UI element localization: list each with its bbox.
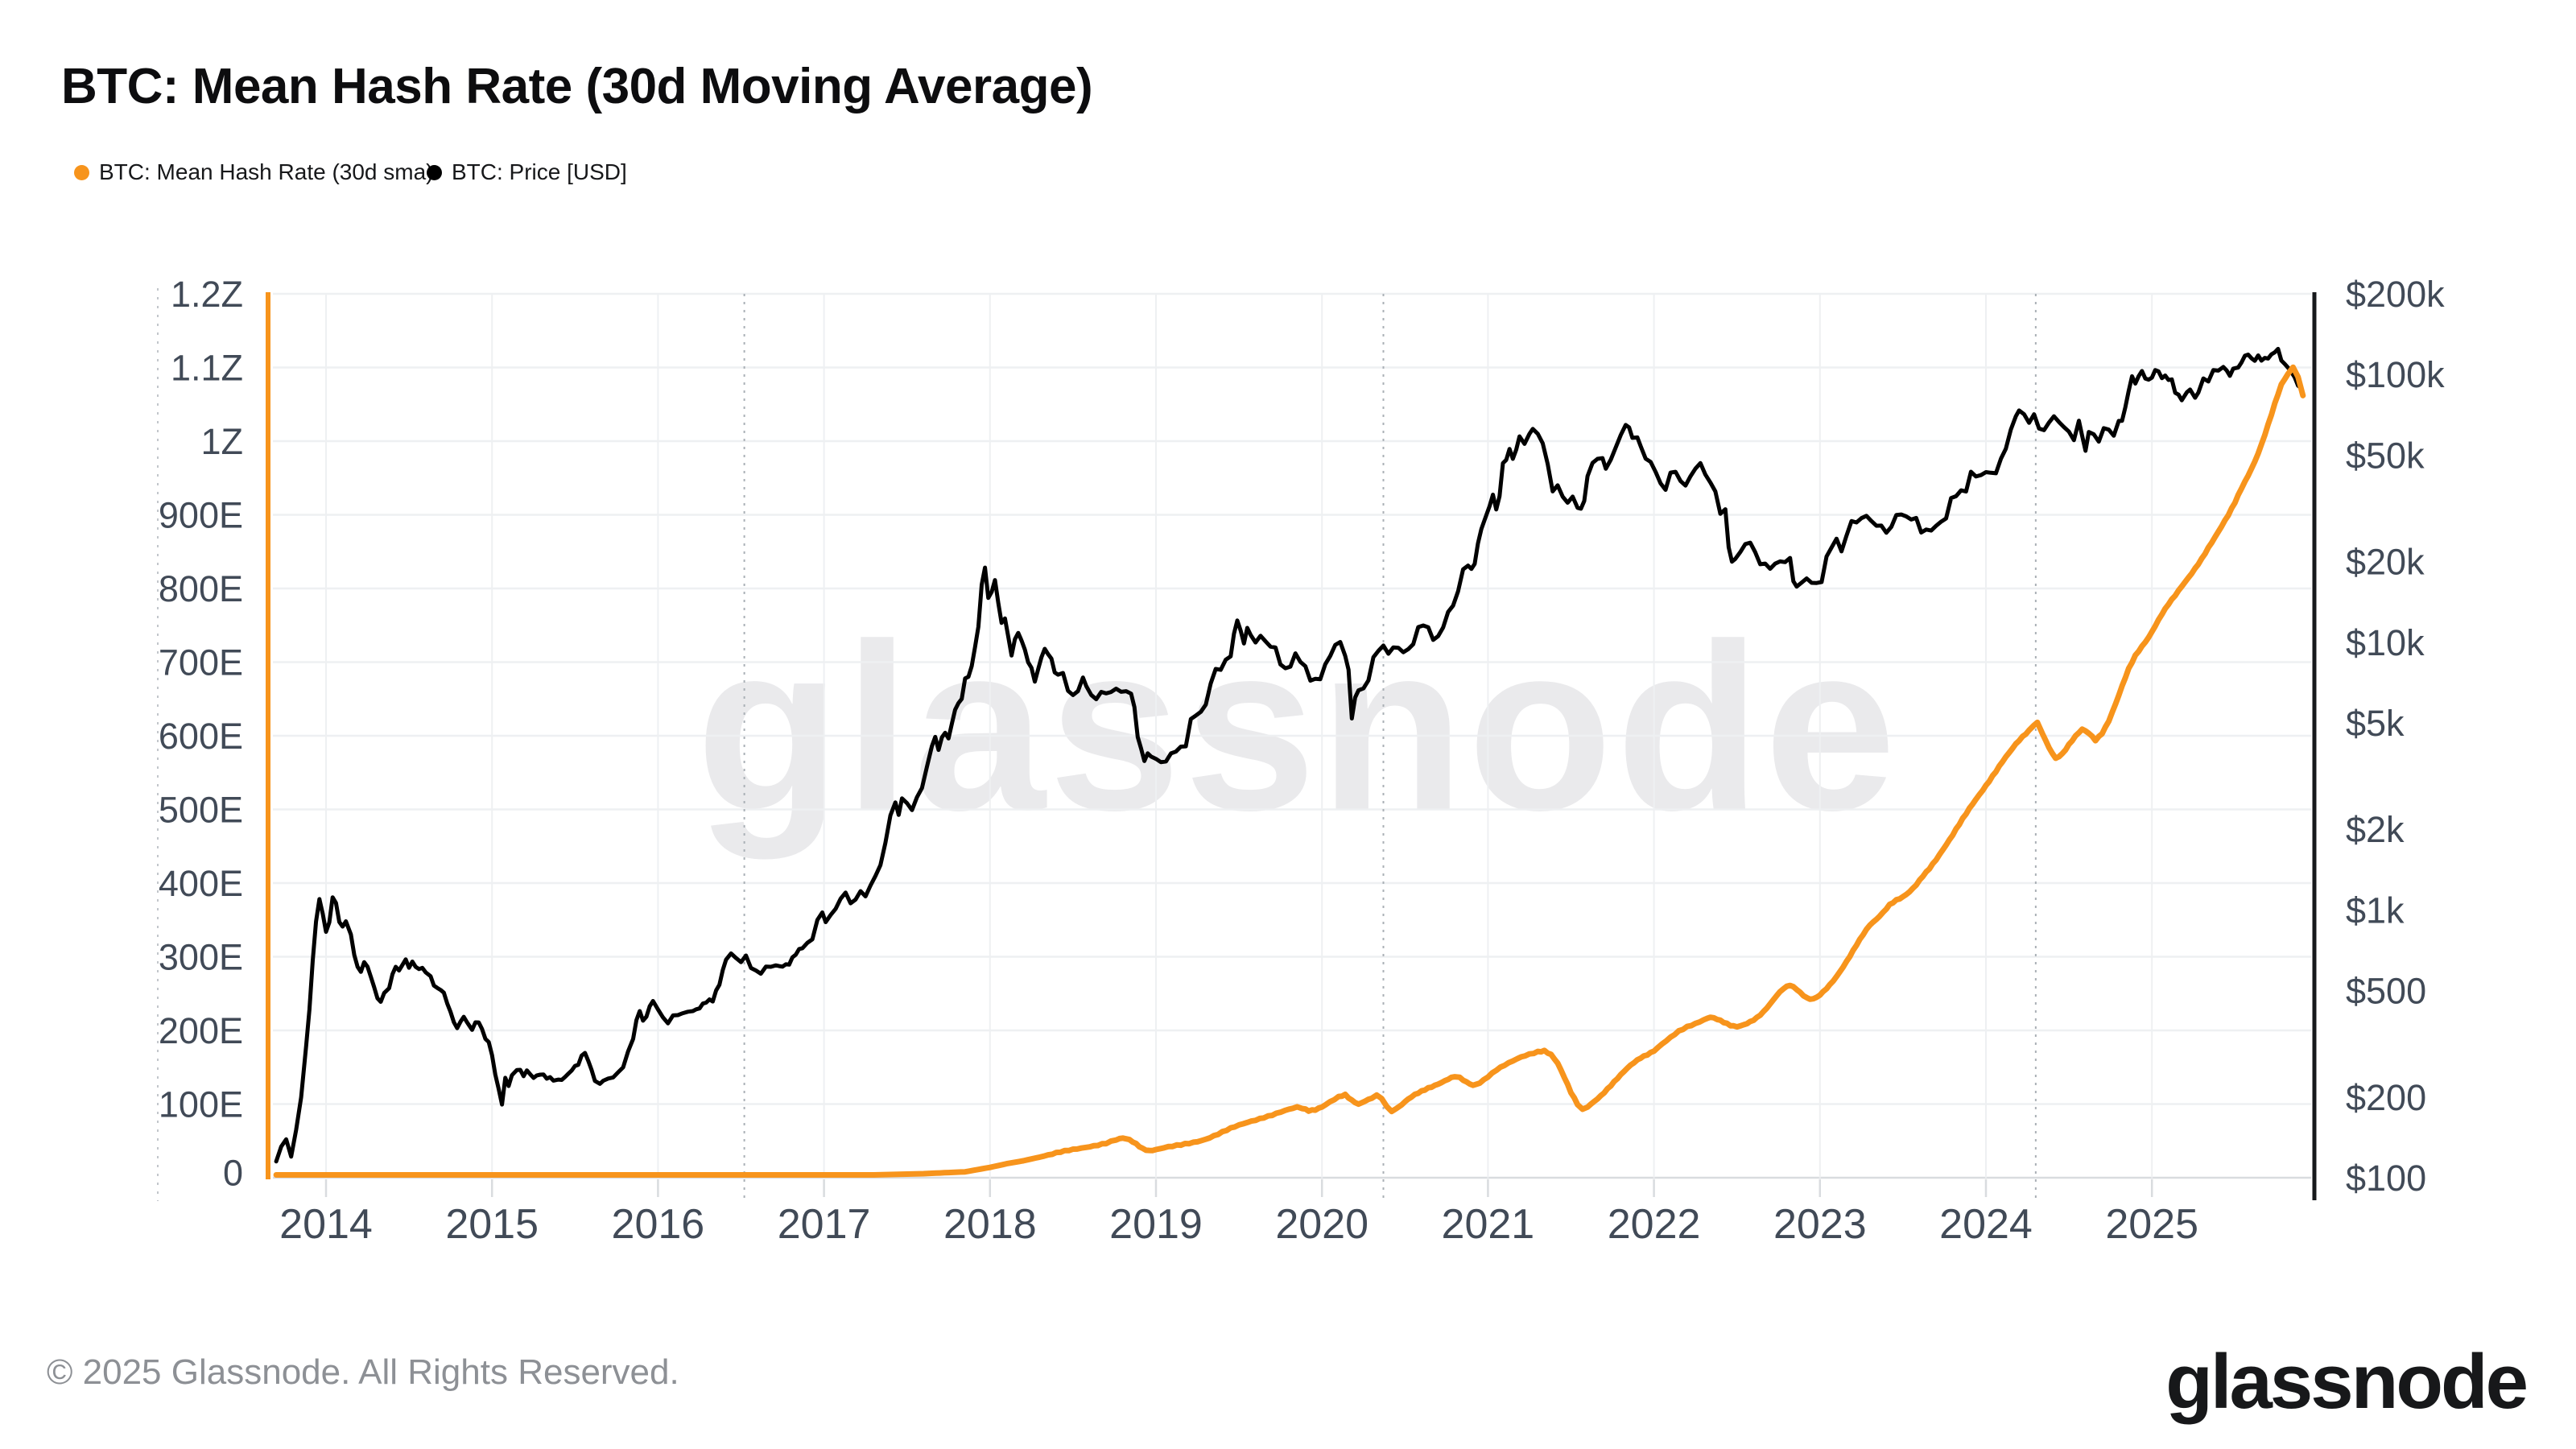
right-axis-tick-label: $5k: [2346, 703, 2405, 744]
x-axis-tick-label: 2015: [445, 1201, 539, 1248]
x-axis-tick-label: 2014: [279, 1201, 373, 1248]
copyright-text: © 2025 Glassnode. All Rights Reserved.: [47, 1352, 679, 1392]
x-axis-tick-label: 2024: [1939, 1201, 2033, 1248]
x-axis-tick-label: 2017: [778, 1201, 871, 1248]
left-axis-tick-label: 1Z: [200, 421, 243, 462]
legend-label: BTC: Price [USD]: [452, 159, 627, 184]
left-axis-tick-label: 100E: [159, 1084, 243, 1125]
right-axis-tick-label: $100: [2346, 1158, 2426, 1199]
right-axis-tick-label: $100k: [2346, 354, 2445, 395]
right-axis-tick-label: $50k: [2346, 435, 2425, 476]
legend-item-price: BTC: Price [USD]: [427, 159, 627, 185]
left-axis-tick-label: 1.2Z: [171, 274, 243, 315]
right-axis-tick-label: $2k: [2346, 809, 2405, 850]
left-axis-tick-label: 700E: [159, 642, 243, 683]
right-axis-tick-label: $10k: [2346, 622, 2425, 663]
left-axis-tick-label: 500E: [159, 790, 243, 831]
legend-label: BTC: Mean Hash Rate (30d sma): [99, 159, 434, 184]
hashrate-legend-dot-icon: [74, 164, 89, 180]
right-axis-tick-label: $200: [2346, 1077, 2426, 1118]
right-axis-tick-label: $500: [2346, 971, 2426, 1012]
price-legend-dot-icon: [427, 164, 442, 180]
left-axis-tick-label: 200E: [159, 1010, 243, 1051]
left-axis-tick-label: 400E: [159, 863, 243, 904]
x-axis-tick-label: 2025: [2105, 1201, 2198, 1248]
left-axis-tick-label: 1.1Z: [171, 348, 243, 389]
left-axis-tick-label: 800E: [159, 568, 243, 609]
watermark: glassnode: [696, 594, 1899, 861]
x-axis-tick-label: 2020: [1275, 1201, 1368, 1248]
x-axis-tick-label: 2023: [1773, 1201, 1867, 1248]
left-axis-tick-label: 900E: [159, 495, 243, 536]
left-axis-tick-label: 600E: [159, 716, 243, 757]
legend-item-hashrate: BTC: Mean Hash Rate (30d sma): [74, 159, 434, 185]
hashrate-line: [273, 364, 2306, 1178]
x-axis-tick-label: 2021: [1442, 1201, 1535, 1248]
right-axis-tick-label: $20k: [2346, 542, 2425, 583]
x-axis-tick-label: 2022: [1608, 1201, 1701, 1248]
x-axis-tick-label: 2016: [612, 1201, 705, 1248]
glassnode-logo: glassnode: [2165, 1339, 2529, 1425]
x-axis-tick-label: 2018: [943, 1201, 1037, 1248]
x-axis-tick-label: 2019: [1109, 1201, 1203, 1248]
right-axis-tick-label: $1k: [2346, 890, 2405, 931]
price-line: [274, 346, 2306, 1164]
page-title: BTC: Mean Hash Rate (30d Moving Average): [61, 59, 1093, 114]
left-axis-tick-label: 0: [223, 1153, 243, 1194]
left-axis-tick-label: 300E: [159, 937, 243, 978]
right-axis-tick-label: $200k: [2346, 274, 2445, 315]
